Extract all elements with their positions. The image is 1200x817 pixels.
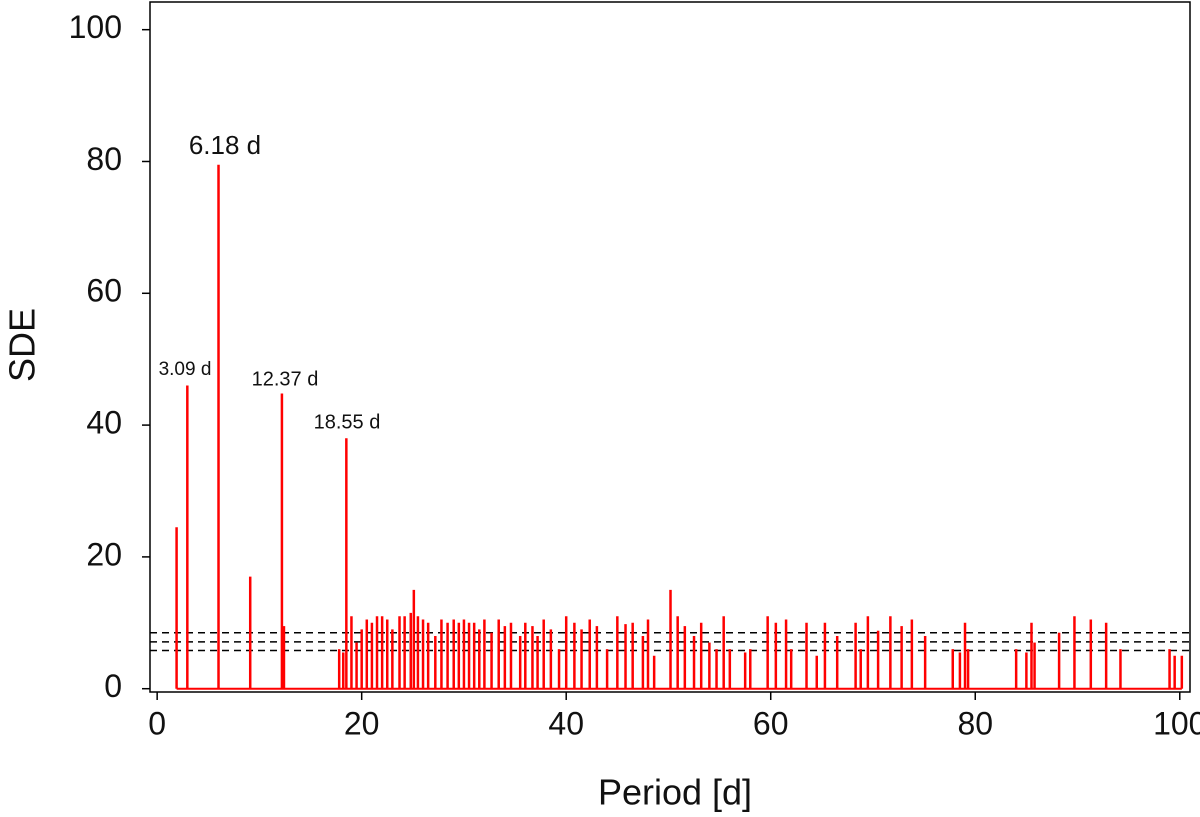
annotation: 18.55 d [314, 411, 381, 433]
plot-frame [149, 1, 1191, 693]
annotation: 12.37 d [252, 368, 319, 390]
x-tick-label: 100 [1153, 705, 1200, 741]
annotation: 6.18 d [189, 130, 261, 160]
y-tick-label: 40 [86, 405, 122, 441]
x-tick-label: 60 [753, 705, 789, 741]
annotation: 3.09 d [159, 359, 212, 380]
x-tick-label: 40 [548, 705, 584, 741]
y-tick-label: 100 [69, 9, 122, 45]
y-tick-label: 0 [104, 668, 122, 704]
x-tick-label: 80 [957, 705, 993, 741]
y-tick-label: 20 [86, 536, 122, 572]
y-axis-title: SDE [2, 308, 43, 382]
y-tick-label: 60 [86, 273, 122, 309]
x-tick-label: 20 [344, 705, 380, 741]
x-axis-title: Period [d] [598, 772, 752, 813]
y-tick-label: 80 [86, 141, 122, 177]
x-tick-label: 0 [148, 705, 166, 741]
